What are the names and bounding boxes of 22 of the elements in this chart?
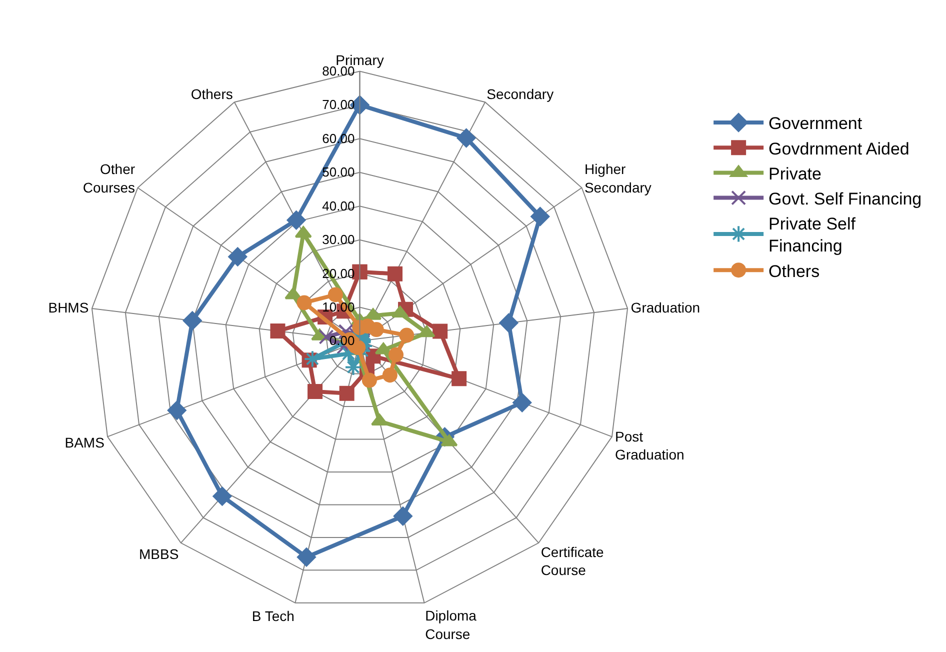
spoke-label: B Tech	[252, 608, 294, 624]
spoke-label: Others	[190, 86, 233, 102]
spoke-label: Certificate Course	[540, 544, 604, 578]
y-tick-label: 30.00	[322, 232, 355, 248]
legend-label: Govdrnment Aided	[768, 139, 910, 158]
spoke-label: Diploma Course	[425, 608, 477, 642]
legend-label: Private Self Financing	[768, 214, 856, 256]
spoke-label: Higher Secondary	[584, 161, 652, 196]
y-tick-label: 0.00	[329, 333, 355, 348]
spoke-label: Secondary	[486, 86, 554, 102]
spoke-label: BAMS	[64, 434, 104, 450]
spoke-label: Graduation	[630, 300, 700, 316]
spoke-label: Primary	[336, 52, 384, 68]
legend-label: Govt. Self Financing	[768, 189, 922, 208]
spoke-label: Other Courses	[82, 161, 136, 196]
y-tick-label: 40.00	[322, 198, 355, 214]
legend-label: Government	[768, 114, 862, 134]
spoke-label: BHMS	[48, 300, 89, 316]
spoke-label: Post Graduation	[615, 428, 684, 463]
legend-label: Private	[768, 164, 822, 184]
legend-label: Others	[768, 262, 820, 281]
spoke-label: MBBS	[138, 546, 179, 562]
